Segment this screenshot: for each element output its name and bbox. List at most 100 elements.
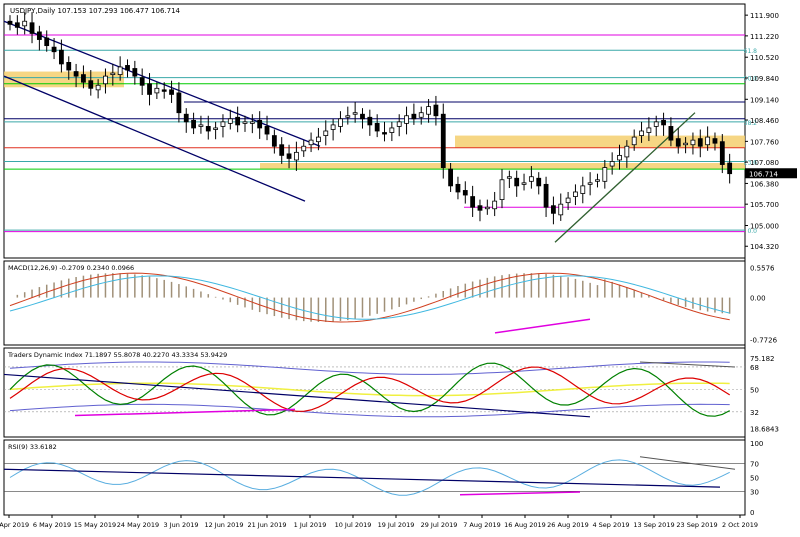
date-label: 2 Oct 2019 [722, 521, 758, 529]
price-tick-label: 111.900 [750, 12, 779, 20]
candle-body [558, 203, 564, 216]
rsi-header: RSI(9) 33.6182 [8, 443, 57, 451]
candle-body [440, 113, 446, 168]
price-tick-label: 105.700 [750, 201, 779, 209]
candle-body [286, 153, 292, 159]
candle-body [103, 75, 108, 85]
date-label: 3 Jun 2019 [164, 521, 199, 529]
candle-body [389, 127, 395, 133]
main-header: USDJPY,Daily 107.153 107.293 106.477 106… [10, 7, 181, 15]
price-tick-label: 106.380 [750, 180, 779, 188]
candle-body [506, 176, 512, 179]
candle-body [117, 66, 123, 75]
price-tick-label: 107.760 [750, 138, 779, 146]
rsi-line [9, 459, 730, 496]
candle-body [609, 161, 615, 167]
candle-body [470, 196, 476, 208]
candle-body [352, 112, 358, 115]
rsi-axis-label: 100 [750, 440, 763, 448]
candle-body [183, 113, 189, 123]
candle-body [573, 191, 578, 197]
price-tick-label: 107.080 [750, 159, 779, 167]
current-price-tag: 106.714 [749, 170, 778, 178]
candle-body [73, 71, 79, 77]
tdi-panel [3, 347, 746, 438]
current-price-tag-bg [745, 168, 797, 179]
macd-axis-label: -0.7726 [750, 337, 778, 345]
candle-body [484, 206, 490, 210]
candle-body [396, 121, 402, 127]
tdi-axis-label: 75.182 [750, 355, 775, 363]
candle-body [536, 177, 542, 187]
macd-axis-label: 0.5576 [750, 264, 775, 272]
macd-panel [3, 260, 746, 346]
tdi-axis-label: 50 [750, 386, 759, 394]
candle-body [690, 139, 696, 146]
date-label: 29 Jul 2019 [421, 521, 458, 529]
candle-body [727, 162, 733, 175]
candle-body [595, 179, 600, 182]
tdi-axis-label: 68 [750, 364, 759, 372]
date-label: 24 May 2019 [117, 521, 159, 529]
candle-body [617, 154, 622, 161]
date-label: 6 May 2019 [33, 521, 71, 529]
rsi-axis-label: 70 [750, 461, 759, 469]
candle-body [499, 179, 505, 200]
candle-body [653, 121, 659, 127]
candle-body [213, 127, 219, 130]
candle-body [132, 68, 138, 77]
candle-body [293, 151, 299, 161]
candle-body [279, 144, 285, 156]
tdi-price-line [9, 362, 730, 417]
date-label: 12 Jun 2019 [204, 521, 243, 529]
candle-body [411, 113, 417, 120]
macd-line [9, 275, 730, 320]
macd-signal-line [9, 272, 730, 323]
candle-body [169, 89, 174, 95]
fib-label: 50.0 [744, 76, 758, 83]
date-label: 16 Aug 2019 [504, 521, 546, 529]
candle-body [29, 22, 35, 34]
candle-body [95, 84, 101, 91]
candle-body [631, 136, 637, 146]
candle-body [492, 200, 498, 210]
tdi-header: Traders Dynamic Index 71.1897 55.8078 40… [7, 351, 227, 359]
candle-body [367, 116, 373, 126]
candle-body [528, 176, 534, 182]
candle-body [264, 126, 270, 135]
date-label: 13 Sep 2019 [633, 521, 674, 529]
candle-body [683, 142, 688, 146]
candle-body [301, 145, 307, 152]
main-panel [3, 3, 746, 259]
candle-body [44, 37, 50, 47]
fib-label: 61.8 [744, 48, 758, 55]
candle-body [330, 124, 336, 130]
price-tick-label: 109.140 [750, 96, 779, 104]
candle-body [323, 130, 329, 136]
rsi-trend-line [3, 468, 721, 488]
candle-body [125, 65, 130, 71]
candle-body [59, 49, 64, 65]
date-label: 26 Aug 2019 [547, 521, 589, 529]
candle-body [360, 113, 365, 120]
fib-label: 38.2 [744, 120, 758, 127]
candle-body [66, 62, 72, 71]
candle-body [7, 20, 13, 25]
candle-body [697, 138, 703, 147]
rsi-divergence-line [459, 491, 581, 496]
candle-body [205, 126, 211, 132]
tdi-lower-band [9, 403, 730, 418]
channel-lower-line [3, 75, 306, 202]
price-tick-label: 108.460 [750, 117, 779, 125]
date-label: 19 Jul 2019 [378, 521, 415, 529]
candle-body [646, 127, 652, 133]
candle-body [374, 122, 380, 132]
candle-body [271, 135, 277, 147]
candle-body [719, 141, 725, 165]
candle-body [639, 130, 644, 136]
date-label: 15 May 2019 [74, 521, 116, 529]
candle-body [220, 121, 226, 127]
candle-body [176, 92, 182, 114]
